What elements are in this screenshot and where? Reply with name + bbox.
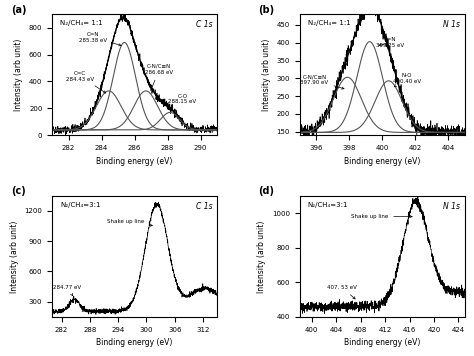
Text: C-O
288.15 eV: C-O 288.15 eV: [168, 94, 197, 111]
Text: Shake up line: Shake up line: [351, 214, 412, 219]
Y-axis label: Intensity (arb unit): Intensity (arb unit): [257, 220, 266, 293]
Text: C=N
285.38 eV: C=N 285.38 eV: [79, 32, 121, 46]
Text: C=N
399.25 eV: C=N 399.25 eV: [376, 37, 404, 48]
Text: Shake up line: Shake up line: [107, 219, 152, 226]
X-axis label: Binding energy (eV): Binding energy (eV): [344, 157, 420, 166]
Text: N₂/CH₄=3:1: N₂/CH₄=3:1: [60, 202, 101, 208]
X-axis label: Binding energy (eV): Binding energy (eV): [344, 338, 420, 347]
Text: N₂/CH₄= 1:1: N₂/CH₄= 1:1: [308, 20, 351, 26]
X-axis label: Binding energy (eV): Binding energy (eV): [96, 338, 173, 347]
Y-axis label: Intensity (arb unit): Intensity (arb unit): [14, 38, 23, 111]
Text: 284.77 eV: 284.77 eV: [53, 284, 81, 296]
Text: N₂/CH₄=3:1: N₂/CH₄=3:1: [308, 202, 348, 208]
Text: C-N/C≡N
286.68 eV: C-N/C≡N 286.68 eV: [146, 64, 173, 90]
Text: (c): (c): [11, 186, 26, 196]
Text: N₂/CH₄= 1:1: N₂/CH₄= 1:1: [60, 20, 103, 26]
Text: (b): (b): [258, 5, 274, 15]
Text: C 1s: C 1s: [195, 202, 212, 211]
Text: (a): (a): [11, 5, 27, 15]
Y-axis label: Intensity (arb unit): Intensity (arb unit): [262, 38, 271, 111]
Text: N 1s: N 1s: [443, 202, 460, 211]
Text: C=C
284.43 eV: C=C 284.43 eV: [66, 71, 106, 93]
Text: (d): (d): [258, 186, 274, 196]
Y-axis label: Intensity (arb unit): Intensity (arb unit): [10, 220, 19, 293]
Text: C 1s: C 1s: [195, 20, 212, 29]
X-axis label: Binding energy (eV): Binding energy (eV): [96, 157, 173, 166]
Text: N-O
400.40 eV: N-O 400.40 eV: [393, 73, 421, 87]
Text: C-N/C≡N
397.90 eV: C-N/C≡N 397.90 eV: [301, 75, 344, 89]
Text: N 1s: N 1s: [443, 20, 460, 29]
Text: 407. 53 eV: 407. 53 eV: [328, 285, 357, 299]
